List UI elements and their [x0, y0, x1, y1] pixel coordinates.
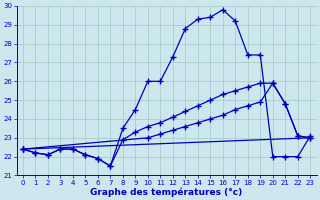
X-axis label: Graphe des températures (°c): Graphe des températures (°c) [91, 187, 243, 197]
